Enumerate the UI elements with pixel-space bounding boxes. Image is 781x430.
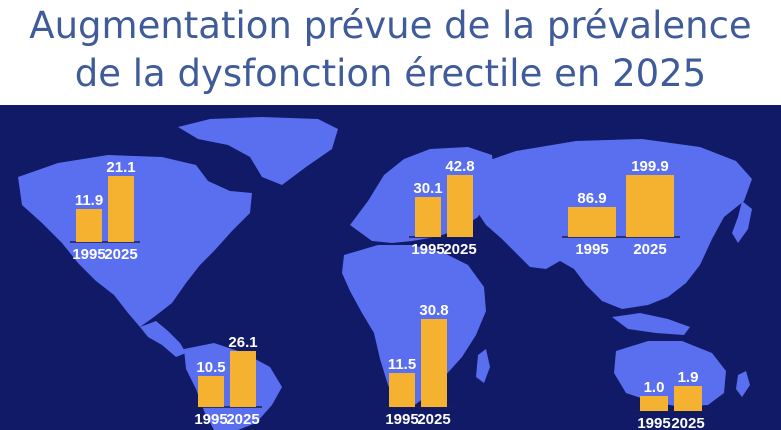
category-label: 1995 bbox=[637, 415, 670, 430]
bar-1995 bbox=[640, 396, 668, 411]
new-zealand-shape bbox=[736, 371, 750, 397]
category-label: 2025 bbox=[443, 241, 476, 258]
region-bar-chart-6: 1.0 1995 1.9 2025 bbox=[634, 369, 708, 430]
value-label: 30.1 bbox=[413, 180, 442, 197]
bar-2025 bbox=[447, 175, 473, 237]
category-label: 2025 bbox=[226, 411, 259, 428]
region-bar-chart-2: 10.5 1995 26.1 2025 bbox=[192, 334, 262, 428]
value-label: 21.1 bbox=[106, 159, 135, 176]
chart-title: Augmentation prévue de la prévalence de … bbox=[0, 0, 781, 105]
bar-2025 bbox=[674, 386, 702, 411]
category-label: 1995 bbox=[194, 411, 227, 428]
greenland-shape bbox=[178, 117, 338, 185]
category-label: 1995 bbox=[385, 411, 418, 428]
bar-1995 bbox=[415, 197, 441, 237]
bar-2025 bbox=[108, 176, 134, 242]
value-label: 30.8 bbox=[419, 302, 448, 319]
category-label: 1995 bbox=[72, 246, 105, 263]
category-label: 2025 bbox=[417, 411, 450, 428]
category-label: 2025 bbox=[633, 241, 666, 258]
region-bar-chart-5: 86.9 1995 199.9 2025 bbox=[562, 158, 680, 258]
title-line-2: de la dysfonction érectile en 2025 bbox=[74, 52, 707, 95]
bar-1995 bbox=[198, 376, 224, 407]
north-america-shape bbox=[18, 155, 252, 327]
world-map-panel: 11.9 1995 21.1 2025 10.5 1995 26.1 2025 30.1 1995… bbox=[0, 105, 781, 430]
indonesia-shape bbox=[612, 313, 690, 335]
region-bar-chart-3: 30.1 1995 42.8 2025 bbox=[409, 158, 479, 258]
value-label: 42.8 bbox=[445, 158, 474, 175]
bar-charts: 11.9 1995 21.1 2025 10.5 1995 26.1 2025 30.1 1995… bbox=[70, 158, 708, 430]
africa-shape bbox=[342, 245, 486, 407]
category-label: 1995 bbox=[411, 241, 444, 258]
value-label: 1.0 bbox=[644, 379, 665, 396]
central-america-shape bbox=[140, 321, 186, 357]
value-label: 26.1 bbox=[228, 334, 257, 351]
bar-1995 bbox=[76, 209, 102, 242]
world-map bbox=[18, 117, 752, 430]
value-label: 10.5 bbox=[196, 359, 225, 376]
title-line-1: Augmentation prévue de la prévalence bbox=[29, 4, 752, 47]
region-bar-chart-4: 11.5 1995 30.8 2025 bbox=[383, 302, 453, 428]
region-bar-chart-1: 11.9 1995 21.1 2025 bbox=[70, 159, 140, 263]
category-label: 1995 bbox=[575, 241, 608, 258]
category-label: 2025 bbox=[104, 246, 137, 263]
bar-2025 bbox=[230, 351, 256, 407]
value-label: 199.9 bbox=[631, 158, 669, 175]
bar-1995 bbox=[389, 373, 415, 407]
value-label: 11.5 bbox=[388, 356, 416, 373]
madagascar-shape bbox=[476, 349, 490, 383]
value-label: 1.9 bbox=[678, 369, 699, 386]
bar-2025 bbox=[421, 319, 447, 407]
category-label: 2025 bbox=[671, 415, 704, 430]
bar-1995 bbox=[568, 207, 616, 237]
value-label: 11.9 bbox=[75, 192, 103, 209]
japan-shape bbox=[732, 201, 752, 243]
value-label: 86.9 bbox=[577, 190, 606, 207]
bar-2025 bbox=[626, 175, 674, 237]
